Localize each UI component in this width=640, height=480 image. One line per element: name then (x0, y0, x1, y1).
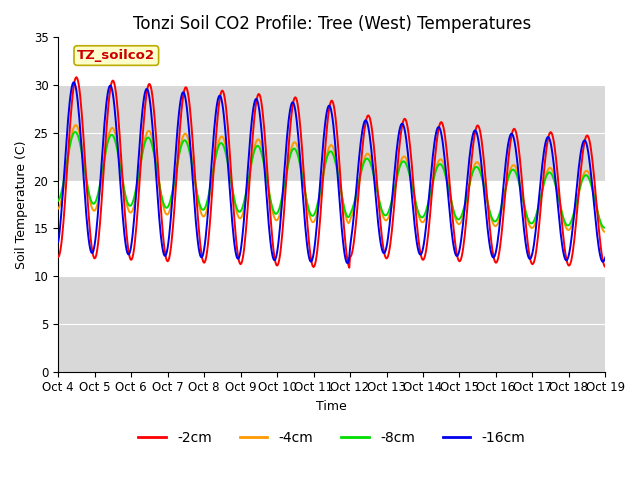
-4cm (324, 148, 332, 154)
-16cm (378, 247, 386, 252)
-4cm (602, 229, 609, 235)
-16cm (324, 104, 332, 110)
-16cm (70, 80, 78, 85)
-2cm (432, 146, 440, 152)
-8cm (378, 205, 385, 211)
-8cm (175, 152, 183, 158)
Line: -4cm: -4cm (58, 125, 605, 232)
-4cm (431, 169, 439, 175)
Line: -16cm: -16cm (58, 83, 605, 263)
-2cm (378, 235, 386, 240)
-2cm (54, 254, 62, 260)
-2cm (324, 115, 332, 120)
-16cm (602, 254, 609, 260)
-4cm (552, 180, 560, 186)
-4cm (175, 152, 183, 157)
-16cm (432, 131, 440, 136)
-4cm (54, 206, 62, 212)
-2cm (602, 264, 609, 270)
Line: -8cm: -8cm (58, 132, 605, 228)
-2cm (175, 138, 183, 144)
-2cm (346, 265, 353, 271)
-16cm (175, 110, 183, 116)
-16cm (54, 239, 62, 245)
X-axis label: Time: Time (316, 400, 347, 413)
-16cm (344, 260, 351, 266)
-16cm (553, 192, 561, 197)
-4cm (72, 122, 79, 128)
-8cm (552, 184, 560, 190)
Title: Tonzi Soil CO2 Profile: Tree (West) Temperatures: Tonzi Soil CO2 Profile: Tree (West) Temp… (132, 15, 531, 33)
-8cm (324, 152, 332, 157)
-8cm (431, 170, 439, 176)
-2cm (553, 163, 561, 168)
-2cm (199, 257, 207, 263)
Line: -2cm: -2cm (58, 77, 605, 268)
-8cm (71, 129, 79, 135)
Bar (58, 85, 605, 180)
-8cm (602, 225, 609, 230)
-4cm (378, 207, 385, 213)
-2cm (72, 74, 80, 80)
-16cm (199, 253, 207, 259)
-4cm (199, 213, 207, 219)
-8cm (54, 198, 62, 204)
Bar (58, 276, 605, 372)
Text: TZ_soilco2: TZ_soilco2 (77, 49, 156, 62)
Y-axis label: Soil Temperature (C): Soil Temperature (C) (15, 140, 28, 269)
-8cm (199, 207, 207, 213)
Legend: -2cm, -4cm, -8cm, -16cm: -2cm, -4cm, -8cm, -16cm (132, 425, 531, 450)
